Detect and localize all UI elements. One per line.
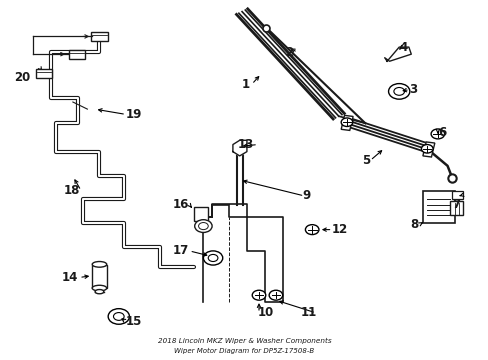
Bar: [92, 265, 106, 288]
Text: 7: 7: [451, 198, 460, 211]
Text: 20: 20: [15, 71, 31, 84]
Circle shape: [305, 225, 318, 235]
Circle shape: [341, 118, 352, 126]
FancyBboxPatch shape: [68, 50, 85, 59]
Circle shape: [268, 290, 282, 300]
Text: 5: 5: [361, 154, 369, 167]
Polygon shape: [232, 140, 246, 156]
Text: 12: 12: [331, 223, 347, 236]
FancyBboxPatch shape: [36, 69, 52, 78]
Circle shape: [208, 255, 218, 261]
Text: 6: 6: [437, 126, 445, 139]
Circle shape: [108, 309, 129, 324]
Text: 10: 10: [257, 306, 273, 319]
Circle shape: [430, 129, 444, 139]
Text: 13: 13: [238, 138, 254, 151]
Text: 9: 9: [302, 189, 310, 202]
Circle shape: [388, 84, 409, 99]
Bar: [341, 115, 352, 130]
Circle shape: [113, 312, 124, 320]
Bar: [423, 191, 454, 222]
Bar: [449, 201, 462, 215]
Bar: [422, 142, 434, 157]
Text: 14: 14: [61, 271, 78, 284]
Text: 1: 1: [241, 78, 249, 91]
Text: 16: 16: [172, 198, 188, 211]
Text: 2: 2: [284, 46, 292, 59]
Polygon shape: [384, 47, 410, 61]
Text: 18: 18: [63, 184, 80, 197]
Bar: [451, 191, 462, 199]
Ellipse shape: [92, 285, 106, 291]
Circle shape: [252, 290, 265, 300]
Text: 2018 Lincoln MKZ Wiper & Washer Components: 2018 Lincoln MKZ Wiper & Washer Componen…: [157, 338, 331, 344]
Circle shape: [421, 145, 432, 153]
Text: 19: 19: [126, 108, 142, 121]
Text: 11: 11: [300, 306, 316, 319]
Text: 8: 8: [409, 218, 418, 231]
Text: Wiper Motor Diagram for DP5Z-17508-B: Wiper Motor Diagram for DP5Z-17508-B: [174, 348, 314, 354]
Text: 3: 3: [408, 83, 416, 96]
Circle shape: [203, 251, 223, 265]
Text: 15: 15: [126, 315, 142, 328]
Circle shape: [198, 222, 208, 230]
Bar: [193, 207, 208, 221]
Circle shape: [393, 87, 404, 95]
Text: 4: 4: [398, 41, 407, 54]
FancyBboxPatch shape: [91, 32, 107, 41]
Ellipse shape: [95, 289, 103, 294]
Text: 17: 17: [172, 244, 188, 257]
Circle shape: [194, 220, 212, 233]
Ellipse shape: [92, 261, 106, 267]
